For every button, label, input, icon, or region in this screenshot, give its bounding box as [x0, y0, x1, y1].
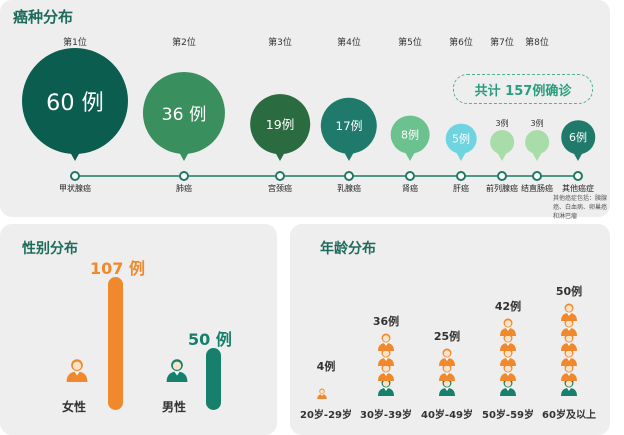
bubble-pointer	[344, 152, 354, 161]
cancer-panel-title: 癌种分布	[13, 8, 74, 26]
age-group-label: 40岁-49岁	[421, 410, 473, 421]
age-group-label: 30岁-39岁	[360, 410, 412, 421]
gender-value-label: 50 例	[188, 329, 232, 349]
gender-value-label: 107 例	[90, 259, 145, 278]
bubble-pointer	[497, 152, 507, 161]
rank-label: 第6位	[449, 38, 473, 48]
age-group-label: 20岁-29岁	[300, 410, 352, 421]
bubble-value-label: 3例	[495, 119, 509, 129]
bubble-pointer	[275, 152, 285, 161]
bubble-pointer	[456, 152, 466, 161]
cancer-name-label: 其他癌症	[562, 184, 594, 193]
cancer-name-label: 前列腺癌	[486, 184, 518, 193]
rank-label: 第2位	[172, 38, 196, 48]
cancer-timeline-line	[70, 175, 580, 177]
bubble-pointer	[70, 152, 80, 161]
rank-label: 第4位	[337, 38, 361, 48]
bubble-pointer	[573, 152, 583, 161]
age-person-icon	[498, 316, 518, 340]
age-group-label: 60岁及以上	[542, 410, 596, 421]
cancer-name-label: 肾癌	[402, 184, 418, 193]
age-person-icon	[316, 384, 328, 403]
age-distribution-panel: 年龄分布 4例 20岁-29岁 36例 30岁-39岁 25例 40岁-49岁 42例 50岁…	[290, 224, 610, 435]
gender-bar	[108, 277, 123, 410]
total-cases-badge: 共计 157例确诊	[453, 74, 593, 104]
bubble-pointer	[532, 152, 542, 161]
age-panel-title: 年龄分布	[320, 241, 376, 257]
timeline-dot	[70, 171, 80, 181]
gender-panel-title: 性别分布	[22, 241, 78, 257]
age-value-label: 25例	[433, 330, 461, 343]
cancer-name-label: 肺癌	[176, 184, 192, 193]
cancer-bubble: 19例	[250, 94, 310, 154]
cancer-bubble: 17例	[320, 97, 378, 154]
timeline-dot	[456, 171, 466, 181]
cancer-name-label: 结直肠癌	[521, 184, 553, 193]
age-value-label: 50例	[555, 285, 583, 298]
gender-bar	[206, 347, 221, 410]
age-value-label: 36例	[372, 315, 400, 328]
cancer-bubble: 8例	[390, 115, 430, 154]
timeline-dot	[573, 171, 583, 181]
bubble-value-label: 3例	[530, 119, 544, 129]
cancer-bubble: 36 例	[142, 71, 226, 154]
timeline-dot	[405, 171, 415, 181]
rank-label: 第7位	[490, 38, 514, 48]
gender-name-label: 男性	[162, 400, 187, 414]
cancer-bubble	[525, 130, 549, 154]
timeline-dot	[344, 171, 354, 181]
rank-label: 第1位	[63, 38, 87, 48]
male-person-icon	[164, 356, 190, 386]
cancer-name-label: 肝癌	[453, 184, 469, 193]
age-person-icon	[437, 346, 457, 370]
rank-label: 第5位	[398, 38, 422, 48]
age-person-icon	[559, 301, 579, 325]
timeline-dot	[275, 171, 285, 181]
timeline-dot	[179, 171, 189, 181]
age-person-icon	[376, 331, 396, 355]
bubble-pointer	[405, 152, 415, 161]
cancer-name-label: 宫颈癌	[268, 184, 292, 193]
age-value-label: 42例	[494, 300, 522, 313]
age-value-label: 4例	[316, 360, 336, 373]
cancer-bubble: 5例	[445, 123, 477, 154]
gender-name-label: 女性	[62, 400, 87, 414]
cancer-name-label: 甲状腺癌	[59, 184, 91, 193]
cancer-distribution-panel: 癌种分布 第1位 60 例甲状腺癌 第2位 36 例肺癌 第3位 19例宫颈癌 第4位 17例…	[0, 0, 610, 220]
cancer-bubble	[490, 130, 514, 154]
rank-label: 第8位	[525, 38, 549, 48]
other-cancer-note: 其他癌症包括：胰腺癌、白血病、卵巢癌和淋巴瘤	[553, 195, 608, 220]
gender-distribution-panel: 性别分布 107 例女性 50 例男性	[0, 224, 277, 435]
age-group-label: 50岁-59岁	[482, 410, 534, 421]
rank-label: 第3位	[268, 38, 292, 48]
cancer-bubble: 6例	[561, 120, 595, 154]
age-person-icon	[498, 331, 518, 355]
female-person-icon	[64, 356, 90, 386]
bubble-pointer	[179, 152, 189, 161]
timeline-dot	[532, 171, 542, 181]
cancer-name-label: 乳腺癌	[337, 184, 361, 193]
cancer-bubble: 60 例	[22, 48, 128, 154]
age-person-icon	[559, 346, 579, 370]
timeline-dot	[497, 171, 507, 181]
